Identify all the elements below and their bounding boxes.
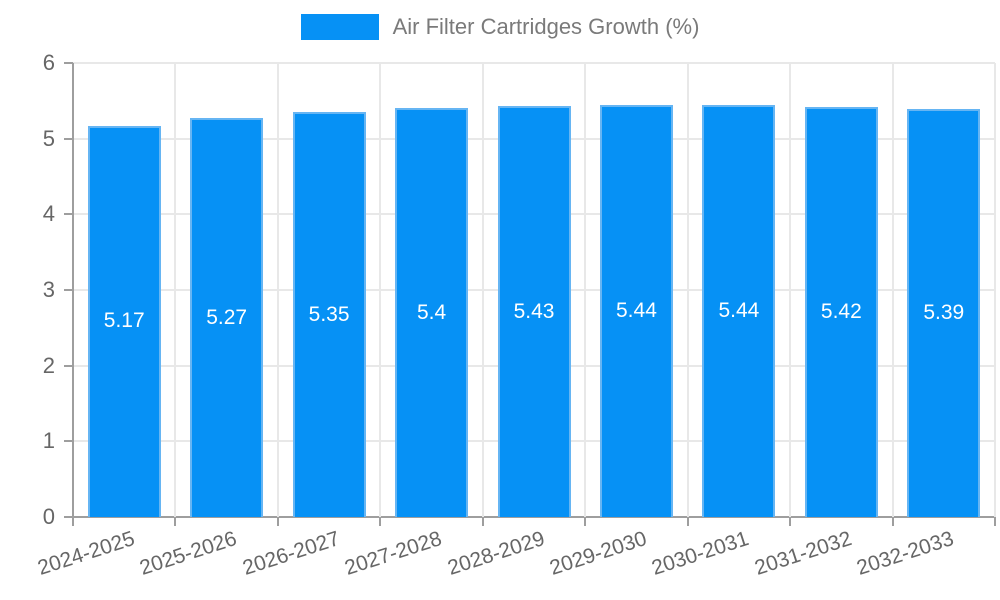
- bar: [292, 112, 366, 517]
- chart-title: Air Filter Cartridges Growth (%): [392, 14, 700, 39]
- y-axis-tick: [64, 137, 73, 140]
- y-tick-label: 0: [42, 504, 55, 529]
- x-tick-label: 2032-2033: [854, 527, 957, 580]
- x-tick-label: 2030-2031: [649, 527, 752, 580]
- gridline-vertical: [686, 63, 689, 517]
- bar: [907, 109, 981, 517]
- y-axis-tick: [64, 440, 73, 443]
- bar-value-label: 5.44: [616, 299, 657, 323]
- bar-value-label: 5.4: [416, 300, 447, 324]
- x-axis-tick: [789, 517, 792, 526]
- legend-item[interactable]: Air Filter Cartridges Growth (%): [300, 14, 700, 40]
- legend: Air Filter Cartridges Growth (%): [0, 14, 1000, 40]
- x-tick-label: 2026-2027: [239, 527, 343, 580]
- bar: [190, 118, 264, 517]
- bar-value-label: 5.35: [308, 302, 350, 326]
- y-tick-label: 3: [42, 277, 55, 302]
- y-tick-label: 2: [42, 352, 55, 378]
- x-axis-tick: [891, 517, 894, 526]
- x-tick-label: 2025-2026: [137, 527, 240, 580]
- gridline-vertical: [994, 63, 996, 517]
- bar-value-label: 5.43: [513, 299, 555, 323]
- x-tick-label: 2028-2029: [444, 527, 548, 580]
- y-axis-tick: [64, 364, 73, 367]
- x-axis-tick: [994, 517, 996, 526]
- x-axis-tick: [686, 517, 689, 526]
- y-tick-label: 1: [42, 428, 55, 454]
- gridline-vertical: [174, 63, 177, 517]
- bar-value-label: 5.39: [923, 301, 965, 325]
- x-tick-label: 2029-2030: [546, 527, 650, 580]
- bar: [497, 106, 571, 517]
- y-tick-label: 4: [42, 201, 55, 227]
- x-axis-tick: [584, 517, 587, 526]
- bar-value-label: 5.17: [103, 309, 145, 333]
- bar: [599, 105, 673, 517]
- x-axis-tick: [276, 517, 279, 526]
- gridline-vertical: [584, 63, 587, 517]
- bar-value-label: 5.44: [718, 299, 760, 323]
- x-axis-tick: [72, 517, 74, 526]
- y-axis-tick: [64, 62, 73, 64]
- bar: [804, 106, 878, 517]
- x-tick-label: 2024-2025: [34, 527, 138, 580]
- x-axis-line: [73, 516, 995, 518]
- x-axis-tick: [379, 517, 382, 526]
- y-axis-tick: [64, 213, 73, 216]
- gridline-vertical: [276, 63, 279, 517]
- x-axis-tick: [481, 517, 484, 526]
- gridline-vertical: [379, 63, 382, 517]
- y-tick-label: 6: [42, 50, 55, 75]
- gridline-vertical: [481, 63, 484, 517]
- bar: [702, 105, 776, 517]
- x-tick-label: 2031-2032: [751, 527, 855, 580]
- gridline-vertical: [891, 63, 894, 517]
- legend-swatch: [300, 14, 379, 40]
- y-axis-line: [72, 63, 74, 518]
- bar: [87, 125, 161, 517]
- bar-value-label: 5.27: [206, 305, 248, 329]
- y-axis-tick: [64, 516, 73, 518]
- gridline-horizontal: [73, 62, 995, 64]
- x-tick-label: 2027-2028: [342, 527, 445, 580]
- y-tick-label: 5: [42, 125, 55, 151]
- y-axis-tick: [64, 289, 73, 291]
- bar: [395, 108, 469, 517]
- bar-value-label: 5.42: [820, 299, 862, 323]
- x-axis-tick: [174, 517, 177, 526]
- gridline-vertical: [789, 63, 792, 517]
